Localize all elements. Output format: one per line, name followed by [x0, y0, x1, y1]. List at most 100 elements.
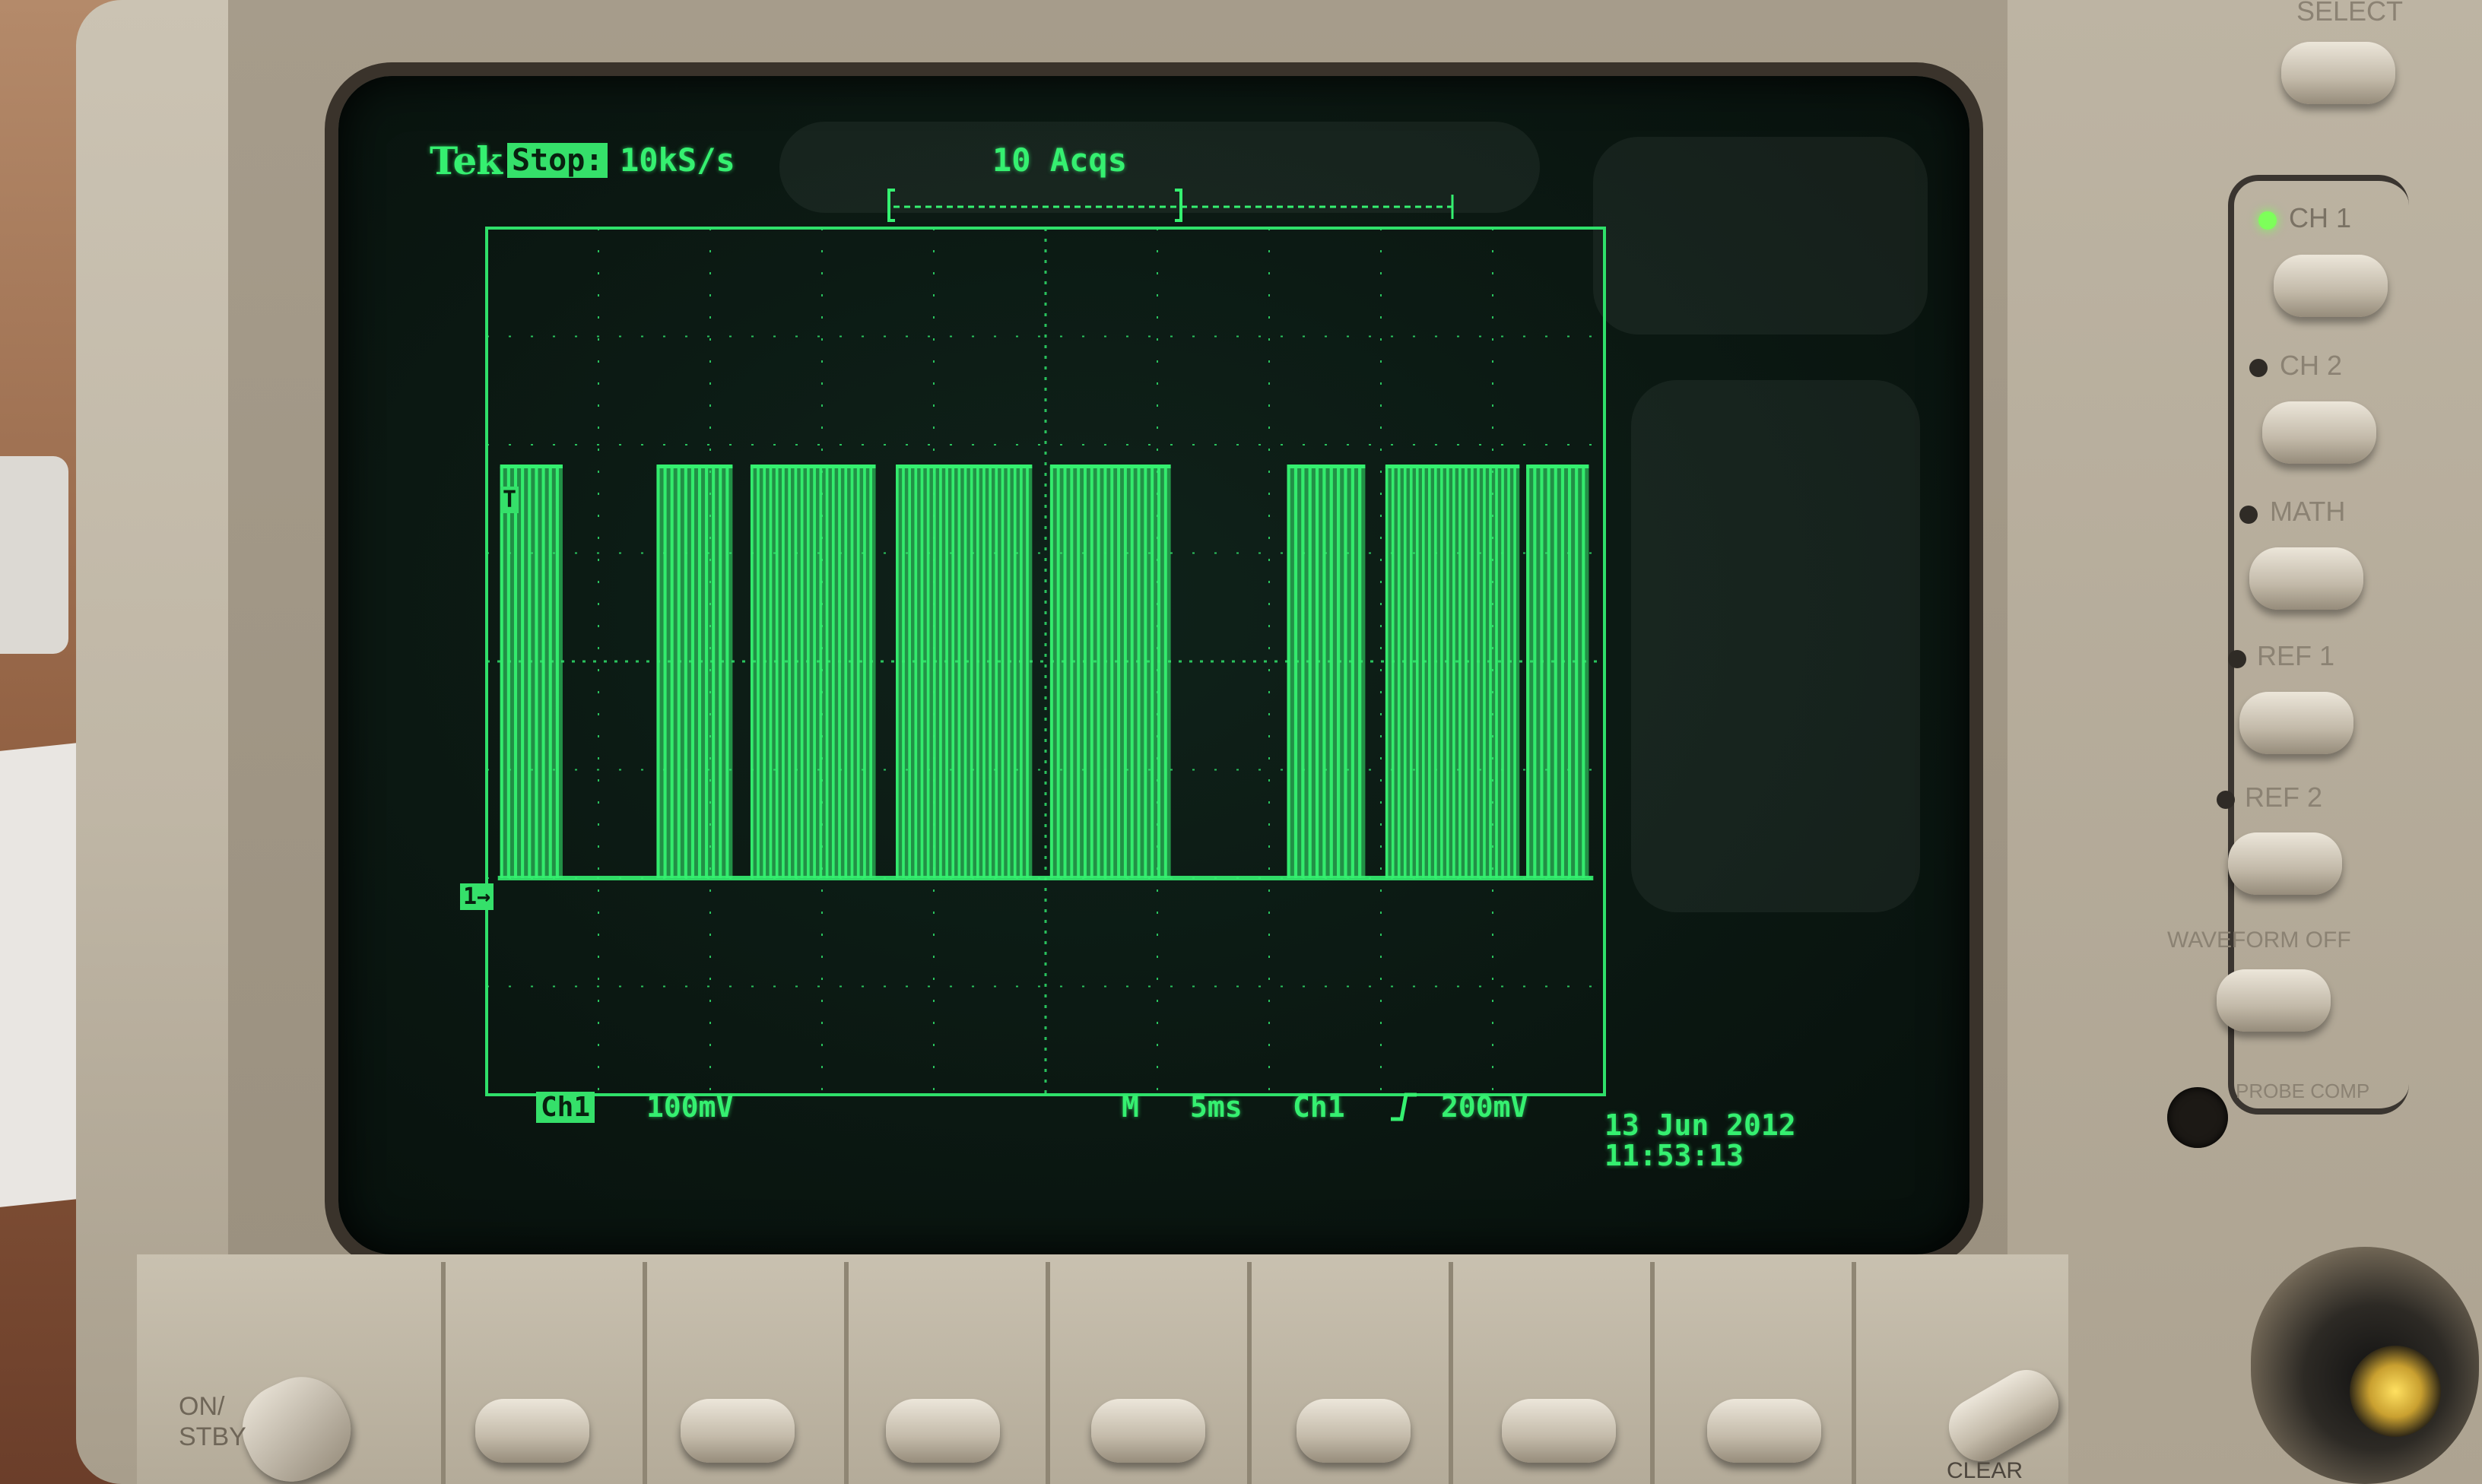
bottom-menu-button-7[interactable]: [1707, 1399, 1821, 1463]
trigger-level-readout: 200mV: [1441, 1090, 1528, 1124]
bottom-menu-button-6[interactable]: [1502, 1399, 1616, 1463]
waveform-pulse: [1137, 466, 1141, 878]
math-button[interactable]: [2249, 547, 2363, 610]
waveform-pulse: [1483, 466, 1486, 878]
waveform-pulse: [844, 466, 848, 878]
ref2-label: REF 2: [2245, 782, 2323, 813]
select-label: SELECT: [2296, 0, 2404, 27]
waveform-pulse: [1083, 466, 1087, 878]
waveform-pulse: [1097, 466, 1100, 878]
ref1-label: REF 1: [2257, 640, 2335, 671]
waveform-pulse: [1103, 466, 1107, 878]
waveform-pulse: [535, 466, 538, 878]
waveform-pulse: [1458, 466, 1462, 878]
waveform-pulse: [775, 466, 779, 878]
record-bracket-left: [887, 189, 895, 222]
waveform-pulse: [1385, 466, 1389, 878]
timebase-readout: 5ms: [1190, 1090, 1243, 1124]
ref2-button[interactable]: [2228, 832, 2342, 895]
waveform-pulse: [750, 466, 754, 878]
waveform-pulse: [719, 466, 722, 878]
waveform-pulse: [500, 466, 503, 878]
waveform-pulse: [555, 466, 559, 878]
waveform-pulse: [1533, 466, 1537, 878]
waveform-pulse: [1157, 466, 1160, 878]
waveform-pulse: [1446, 466, 1449, 878]
waveform-pulse: [945, 466, 948, 878]
bottom-menu-button-4[interactable]: [1091, 1399, 1205, 1463]
waveform-burst: [500, 466, 563, 878]
waveform-pulse: [1428, 466, 1431, 878]
waveform-pulse: [788, 466, 792, 878]
waveform-pulse: [813, 466, 816, 878]
waveform-pulse: [1337, 466, 1341, 878]
waveform-pulse: [838, 466, 841, 878]
strip-divider: [1852, 1262, 1856, 1484]
waveform-pulse: [1526, 466, 1530, 878]
bnc-connector-center: [2350, 1346, 2441, 1437]
waveform-pulse: [908, 466, 911, 878]
waveform-pulse: [1308, 466, 1312, 878]
waveform-pulse: [902, 466, 905, 878]
waveform-pulse: [896, 466, 899, 878]
bottom-menu-button-2[interactable]: [681, 1399, 795, 1463]
clear-label: CLEAR: [1947, 1458, 2023, 1483]
waveform-pulse: [712, 466, 716, 878]
waveform-pulse: [807, 466, 810, 878]
waveform-burst: [1526, 466, 1589, 878]
waveform-off-label: WAVEFORM OFF: [2167, 928, 2351, 953]
probe-comp-label: PROBE COMP: [2236, 1080, 2370, 1102]
waveform-pulse: [982, 466, 986, 878]
waveform-pulse: [697, 466, 702, 878]
waveform-pulse: [677, 466, 681, 878]
ref1-button[interactable]: [2239, 692, 2353, 754]
waveform-pulse: [1489, 466, 1492, 878]
waveform-off-button[interactable]: [2217, 969, 2331, 1032]
ch2-button[interactable]: [2262, 401, 2376, 464]
waveform-pulse: [513, 466, 518, 878]
waveform-pulse: [939, 466, 942, 878]
waveform-pulse: [920, 466, 924, 878]
waveform-pulse: [528, 466, 532, 878]
waveform-pulse: [1151, 466, 1154, 878]
channel-label: Ch1: [536, 1092, 595, 1123]
waveform-pulse: [1344, 466, 1347, 878]
waveform-pulse: [757, 466, 760, 878]
waveform-pulse: [1391, 466, 1395, 878]
waveform-pulse: [1452, 466, 1455, 878]
waveform-pulse: [1130, 466, 1134, 878]
waveform-pulse: [506, 466, 510, 878]
waveform-pulse: [1163, 466, 1167, 878]
ch1-led-icon: [2258, 211, 2277, 230]
waveform-pulse: [970, 466, 973, 878]
trigger-position-marker: T: [500, 487, 519, 513]
waveform-pulse: [541, 466, 545, 878]
probe-comp-terminal[interactable]: [2167, 1087, 2228, 1148]
waveform-pulse: [825, 466, 829, 878]
oscilloscope-screen: Tek Stop: 10kS/s 10 Acqs T 1→ Ch1 100mV …: [338, 76, 1969, 1254]
waveform-pulse: [1287, 466, 1290, 878]
bottom-menu-button-3[interactable]: [886, 1399, 1000, 1463]
select-button[interactable]: [2281, 42, 2395, 104]
waveform-pulse: [1403, 466, 1407, 878]
waveform-pulse: [1322, 466, 1326, 878]
ref2-led-icon: [2217, 791, 2235, 809]
waveform-pulse: [869, 466, 873, 878]
waveform-pulse: [1582, 466, 1585, 878]
graticule: [485, 227, 1606, 1096]
acquisition-count: 10 Acqs: [992, 141, 1128, 179]
waveform-pulse: [725, 466, 729, 878]
waveform-pulse: [951, 466, 955, 878]
bottom-menu-button-5[interactable]: [1297, 1399, 1411, 1463]
glare-reflection: [1593, 137, 1928, 335]
waveform-pulse: [1477, 466, 1480, 878]
waveform-pulse: [957, 466, 961, 878]
waveform-pulse: [1063, 466, 1067, 878]
ch1-button[interactable]: [2274, 255, 2388, 317]
waveform-pulse: [1056, 466, 1060, 878]
waveform-pulse: [1507, 466, 1510, 878]
ch1-label: CH 1: [2289, 202, 2352, 233]
bottom-menu-button-1[interactable]: [475, 1399, 589, 1463]
waveform-pulse: [1013, 466, 1017, 878]
